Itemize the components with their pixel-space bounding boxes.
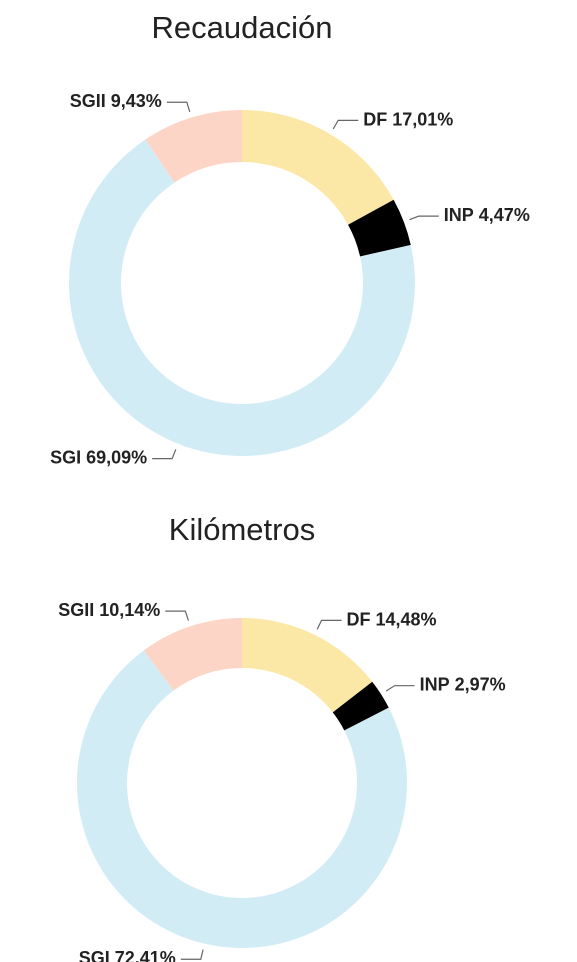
label-name: SGI xyxy=(50,447,81,467)
leader-line xyxy=(180,949,204,960)
label-value: 4,47% xyxy=(479,205,530,225)
donut-segment xyxy=(68,139,415,456)
data-label: DF 17,01% xyxy=(363,109,453,129)
donut-segment xyxy=(143,618,242,691)
label-name: DF xyxy=(363,109,387,129)
donut-segment xyxy=(332,681,389,731)
donut-segment xyxy=(242,110,394,225)
leader-line xyxy=(316,619,342,630)
label-name: INP xyxy=(444,205,474,225)
data-label: SGII 10,14% xyxy=(58,600,160,620)
leader-line xyxy=(152,449,177,460)
label-value: 2,97% xyxy=(455,674,506,694)
leader-line xyxy=(385,685,415,692)
data-label: INP 2,97% xyxy=(420,674,506,694)
label-value: 69,09% xyxy=(86,447,147,467)
data-label: SGI 72,41% xyxy=(79,948,176,962)
chart-title: Recaudación xyxy=(152,10,333,45)
donut-segment xyxy=(242,618,373,713)
donut-segment xyxy=(145,110,242,183)
leader-line xyxy=(332,119,359,130)
data-label: SGI 69,09% xyxy=(50,447,147,467)
leader-line xyxy=(165,610,190,621)
label-value: 9,43% xyxy=(111,91,162,111)
leader-line xyxy=(166,101,191,112)
data-label: INP 4,47% xyxy=(444,205,530,225)
donut-segment xyxy=(77,650,407,948)
label-name: SGII xyxy=(70,91,106,111)
label-name: SGII xyxy=(58,600,94,620)
label-name: DF xyxy=(347,609,371,629)
label-value: 17,01% xyxy=(392,109,453,129)
data-label: SGII 9,43% xyxy=(70,91,162,111)
donut-segment xyxy=(348,199,411,257)
data-label: DF 14,48% xyxy=(347,609,437,629)
label-name: SGI xyxy=(79,948,110,962)
label-value: 10,14% xyxy=(99,600,160,620)
leader-line xyxy=(409,215,439,221)
label-value: 14,48% xyxy=(376,609,437,629)
chart-title: Kilómetros xyxy=(169,512,315,547)
label-value: 72,41% xyxy=(115,948,176,962)
label-name: INP xyxy=(420,674,450,694)
